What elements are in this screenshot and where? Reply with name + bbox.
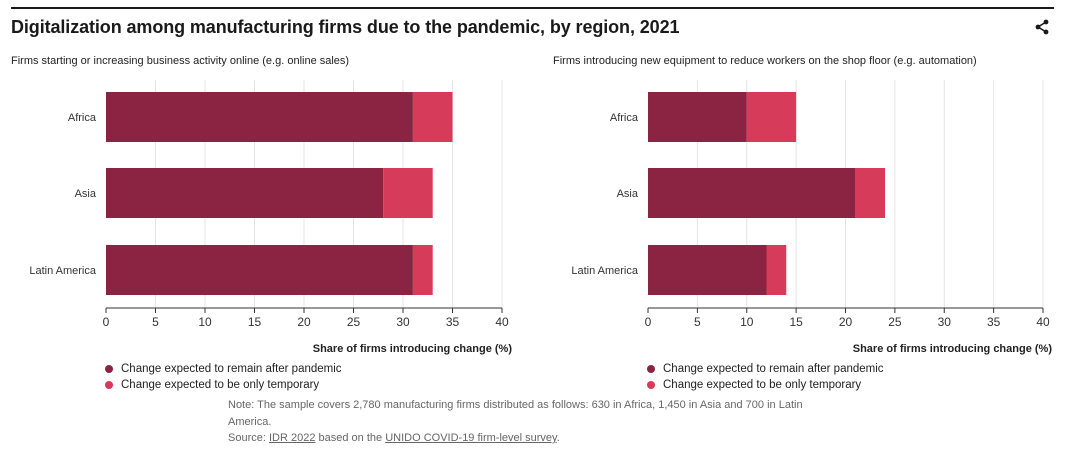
category-label: Asia — [75, 188, 97, 200]
x-axis-label: Share of firms introducing change (%) — [853, 343, 1053, 355]
x-tick-label: 40 — [1036, 315, 1050, 329]
legend-swatch-remain — [105, 365, 113, 373]
legend-swatch-temporary — [647, 381, 655, 389]
legend-label-temporary: Change expected to be only temporary — [121, 379, 320, 391]
x-tick-label: 35 — [987, 315, 1001, 329]
category-label: Africa — [610, 112, 639, 124]
bar-temporary — [855, 168, 885, 218]
category-label: Africa — [68, 112, 97, 124]
chart-2-title: Firms introducing new equipment to reduc… — [553, 55, 977, 67]
source-prefix: Source: — [228, 432, 269, 444]
chart-2-legend: Change expected to remain after pandemic… — [647, 361, 884, 393]
bar-remain — [648, 168, 856, 218]
bar-temporary — [746, 92, 797, 142]
x-tick-label: 0 — [645, 315, 652, 329]
category-label: Asia — [617, 188, 639, 200]
category-label: Latin America — [29, 265, 97, 277]
bar-temporary — [766, 245, 787, 295]
chart-1-legend: Change expected to remain after pandemic… — [105, 361, 342, 393]
x-tick-label: 20 — [297, 315, 311, 329]
chart-1: 0 5 10 15 20 25 30 35 40 Africa Asia Latin America S… — [29, 80, 513, 355]
bar-remain — [106, 245, 413, 295]
source-suffix: . — [556, 432, 560, 444]
legend-label-remain: Change expected to remain after pandemic — [121, 363, 342, 375]
bar-remain — [106, 92, 413, 142]
x-tick-label: 30 — [396, 315, 410, 329]
source-middle: based on the — [315, 432, 386, 444]
bar-temporary — [412, 245, 433, 295]
category-label: Latin America — [571, 265, 639, 277]
x-tick-label: 20 — [839, 315, 853, 329]
x-tick-label: 5 — [152, 315, 159, 329]
unido-survey-link[interactable]: UNIDO COVID-19 firm-level survey — [385, 432, 557, 444]
bar-temporary — [412, 92, 453, 142]
share-icon[interactable] — [1034, 19, 1050, 35]
footnote: Note: The sample covers 2,780 manufactur… — [228, 397, 838, 447]
legend-swatch-remain — [647, 365, 655, 373]
footnote-note: Note: The sample covers 2,780 manufactur… — [228, 399, 803, 428]
legend-item-remain: Change expected to remain after pandemic — [105, 361, 342, 377]
legend-item-temporary: Change expected to be only temporary — [647, 377, 884, 393]
footnote-source: Source: IDR 2022 based on the UNIDO COVI… — [228, 430, 838, 447]
x-tick-label: 10 — [740, 315, 754, 329]
x-tick-label: 40 — [495, 315, 509, 329]
legend-item-temporary: Change expected to be only temporary — [105, 377, 342, 393]
bar-temporary — [383, 168, 433, 218]
bar-remain — [106, 168, 384, 218]
x-tick-label: 5 — [694, 315, 701, 329]
legend-label-temporary: Change expected to be only temporary — [663, 379, 862, 391]
x-tick-label: 15 — [789, 315, 803, 329]
legend-item-remain: Change expected to remain after pandemic — [647, 361, 884, 377]
top-rule — [11, 7, 1054, 9]
x-tick-label: 25 — [347, 315, 361, 329]
x-axis-label: Share of firms introducing change (%) — [313, 343, 513, 355]
legend-label-remain: Change expected to remain after pandemic — [663, 363, 884, 375]
bar-remain — [648, 92, 747, 142]
page-title: Digitalization among manufacturing firms… — [11, 17, 680, 37]
x-tick-label: 10 — [198, 315, 212, 329]
bar-remain — [648, 245, 767, 295]
idr-2022-link[interactable]: IDR 2022 — [268, 432, 316, 444]
x-tick-label: 30 — [938, 315, 952, 329]
x-tick-label: 15 — [248, 315, 262, 329]
legend-swatch-temporary — [105, 381, 113, 389]
x-tick-label: 35 — [446, 315, 460, 329]
x-tick-label: 25 — [888, 315, 902, 329]
chart-2: 0 5 10 15 20 25 30 35 40 Africa Asia Latin America S… — [571, 80, 1053, 355]
x-tick-label: 0 — [103, 315, 110, 329]
chart-1-title: Firms starting or increasing business ac… — [11, 55, 350, 67]
